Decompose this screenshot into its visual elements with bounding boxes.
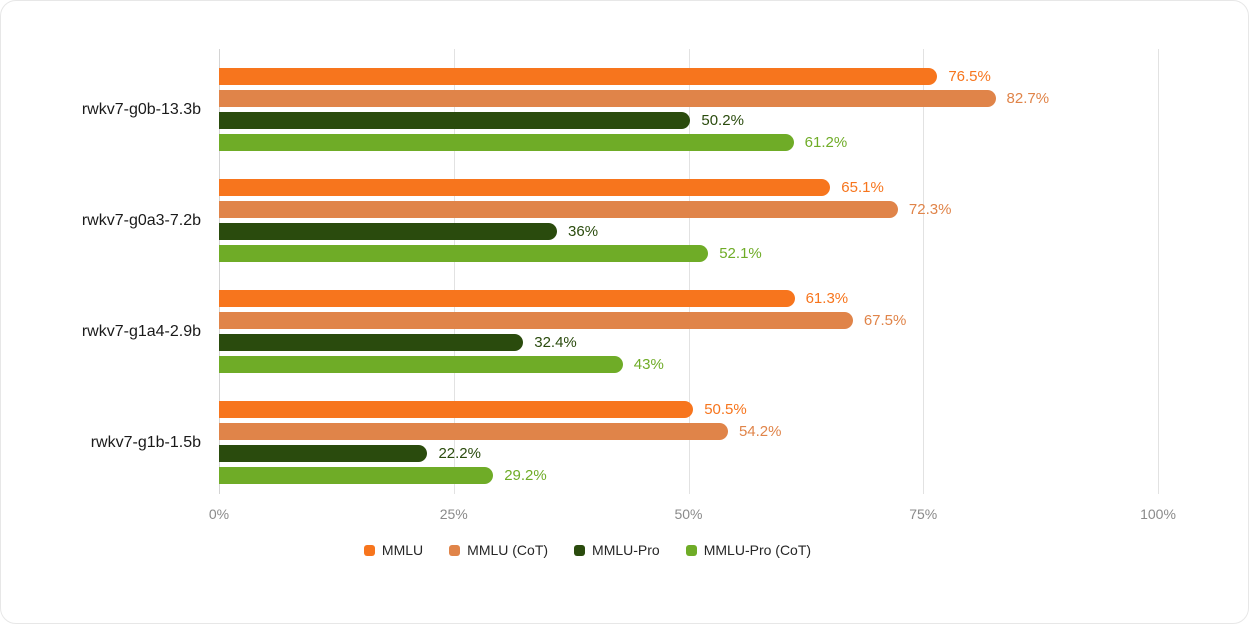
bar-row: 22.2% [219, 445, 1158, 462]
legend-swatch-icon [574, 544, 586, 556]
category-label-rwkv7-g0b-13.3b: rwkv7-g0b-13.3b [81, 100, 201, 118]
bar-row: 82.7% [219, 90, 1158, 107]
bar-mmlu-rwkv7-g1b-1.5b [219, 401, 694, 418]
gridline-100% [1158, 49, 1159, 494]
bar-mmlu-pro-rwkv7-g0b-13.3b [219, 112, 691, 129]
bar-row: 72.3% [219, 201, 1158, 218]
bar-value-label: 29.2% [504, 467, 547, 484]
bar-row: 61.3% [219, 290, 1158, 307]
legend-item-mmlu: MMLU [363, 542, 424, 558]
y-axis-line [219, 49, 220, 494]
bar-row: 65.1% [219, 179, 1158, 196]
bar-value-label: 54.2% [738, 423, 782, 440]
bar-value-label: 50.5% [704, 401, 747, 418]
bar-row: 54.2% [219, 423, 1158, 440]
gridline-25% [453, 49, 455, 494]
x-tick-label-75%: 75% [909, 506, 938, 522]
bar-mmlu-pro-cot-rwkv7-g1a4-2.9b [219, 356, 623, 373]
bar-value-label: 76.5% [948, 68, 991, 85]
bar-mmlu-cot-rwkv7-g0b-13.3b [219, 90, 996, 107]
bar-row: 29.2% [219, 467, 1158, 484]
bar-mmlu-pro-rwkv7-g0a3-7.2b [219, 223, 558, 240]
bar-value-label: 43% [633, 356, 664, 373]
bar-mmlu-pro-cot-rwkv7-g0b-13.3b [219, 134, 794, 151]
bar-mmlu-rwkv7-g0b-13.3b [219, 68, 938, 85]
bar-row: 50.5% [219, 401, 1158, 418]
x-tick-label-25%: 25% [439, 506, 468, 522]
bar-mmlu-rwkv7-g0a3-7.2b [219, 179, 831, 196]
category-label-rwkv7-g1a4-2.9b: rwkv7-g1a4-2.9b [81, 322, 201, 340]
x-tick-label-0%: 0% [208, 506, 230, 522]
bar-mmlu-pro-cot-rwkv7-g1b-1.5b [219, 467, 494, 484]
bar-mmlu-cot-rwkv7-g0a3-7.2b [219, 201, 898, 218]
category-label-rwkv7-g1b-1.5b: rwkv7-g1b-1.5b [90, 433, 201, 451]
bar-row: 61.2% [219, 134, 1158, 151]
legend-item-mmlu-pro: MMLU-Pro [574, 542, 660, 558]
plot-area: 76.5% 82.7% 50.2% 61.2% 65.1% 72.3% 36% 52.1% 61… [219, 49, 1159, 494]
bar-value-label: 52.1% [719, 245, 762, 262]
bar-mmlu-rwkv7-g1a4-2.9b [219, 290, 795, 307]
bar-row: 52.1% [219, 245, 1158, 262]
bar-value-label: 61.3% [805, 290, 849, 307]
bar-value-label: 32.4% [534, 334, 577, 351]
legend-swatch-icon [685, 544, 697, 556]
legend-label: MMLU [381, 542, 424, 558]
bar-value-label: 50.2% [701, 112, 744, 129]
bar-value-label: 82.7% [1006, 90, 1050, 107]
legend: MMLU MMLU (CoT) MMLU-Pro MMLU-Pro (CoT) [1, 542, 1248, 558]
legend-item-mmlu-cot: MMLU (CoT) [449, 542, 548, 558]
bar-row: 76.5% [219, 68, 1158, 85]
bar-value-label: 67.5% [863, 312, 907, 329]
bar-value-label: 22.2% [438, 445, 481, 462]
bar-mmlu-cot-rwkv7-g1b-1.5b [219, 423, 728, 440]
legend-label: MMLU (CoT) [467, 542, 549, 558]
bar-value-label: 65.1% [841, 179, 884, 196]
legend-label: MMLU-Pro (CoT) [703, 542, 812, 558]
gridline-50% [688, 49, 690, 494]
bar-mmlu-pro-rwkv7-g1a4-2.9b [219, 334, 524, 351]
bar-row: 67.5% [219, 312, 1158, 329]
bar-row: 32.4% [219, 334, 1158, 351]
category-label-rwkv7-g0a3-7.2b: rwkv7-g0a3-7.2b [81, 211, 201, 229]
legend-label: MMLU-Pro [592, 542, 660, 558]
legend-swatch-icon [449, 544, 461, 556]
legend-item-mmlu-pro-cot: MMLU-Pro (CoT) [685, 542, 812, 558]
bar-mmlu-pro-cot-rwkv7-g0a3-7.2b [219, 245, 709, 262]
bar-value-label: 36% [568, 223, 599, 240]
bar-mmlu-pro-rwkv7-g1b-1.5b [219, 445, 428, 462]
bar-mmlu-cot-rwkv7-g1a4-2.9b [219, 312, 853, 329]
bar-value-label: 61.2% [804, 134, 848, 151]
bar-row: 43% [219, 356, 1158, 373]
x-tick-label-100%: 100% [1140, 506, 1176, 522]
bar-row: 50.2% [219, 112, 1158, 129]
x-tick-label-50%: 50% [674, 506, 703, 522]
legend-swatch-icon [363, 544, 375, 556]
gridline-75% [923, 49, 925, 494]
bar-value-label: 72.3% [908, 201, 952, 218]
bar-row: 36% [219, 223, 1158, 240]
